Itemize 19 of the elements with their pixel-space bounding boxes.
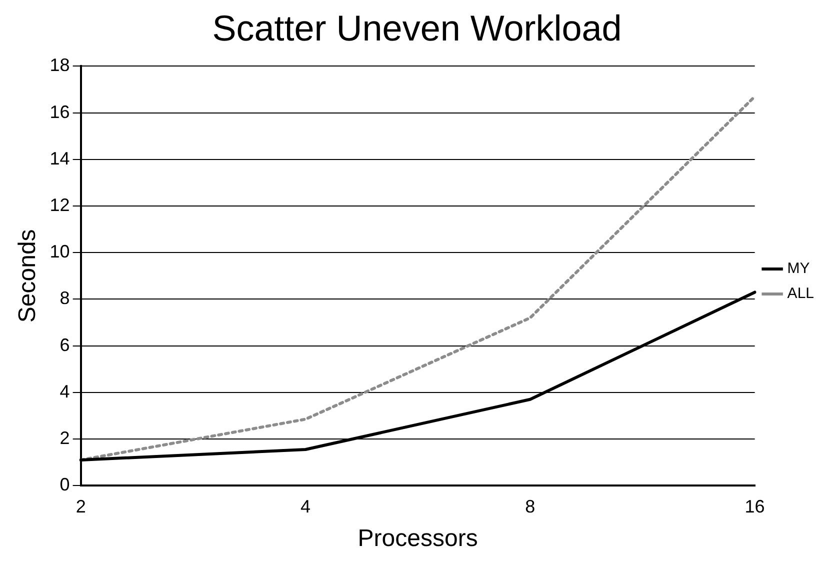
y-tick-label: 14 <box>50 148 70 168</box>
y-tick-label: 4 <box>60 381 70 402</box>
x-tick-label: 2 <box>76 496 86 516</box>
chart-title: Scatter Uneven Workload <box>212 8 622 49</box>
x-tick-label: 8 <box>525 496 536 516</box>
x-tick-label: 4 <box>300 496 310 516</box>
y-axis-title: Seconds <box>14 229 42 323</box>
y-tick-label: 6 <box>60 334 70 355</box>
y-tick-label: 18 <box>50 55 70 76</box>
y-tick-label: 8 <box>60 288 70 308</box>
legend-label: MY <box>787 260 810 278</box>
y-tick-label: 12 <box>50 194 70 215</box>
y-tick-label: 2 <box>60 428 70 448</box>
y-tick-label: 16 <box>50 102 70 122</box>
x-tick-label: 16 <box>744 496 765 516</box>
y-tick-label: 10 <box>50 242 70 262</box>
x-axis-title: Processors <box>358 525 478 552</box>
y-tick-label: 0 <box>60 474 70 495</box>
legend-label: ALL <box>787 285 814 302</box>
